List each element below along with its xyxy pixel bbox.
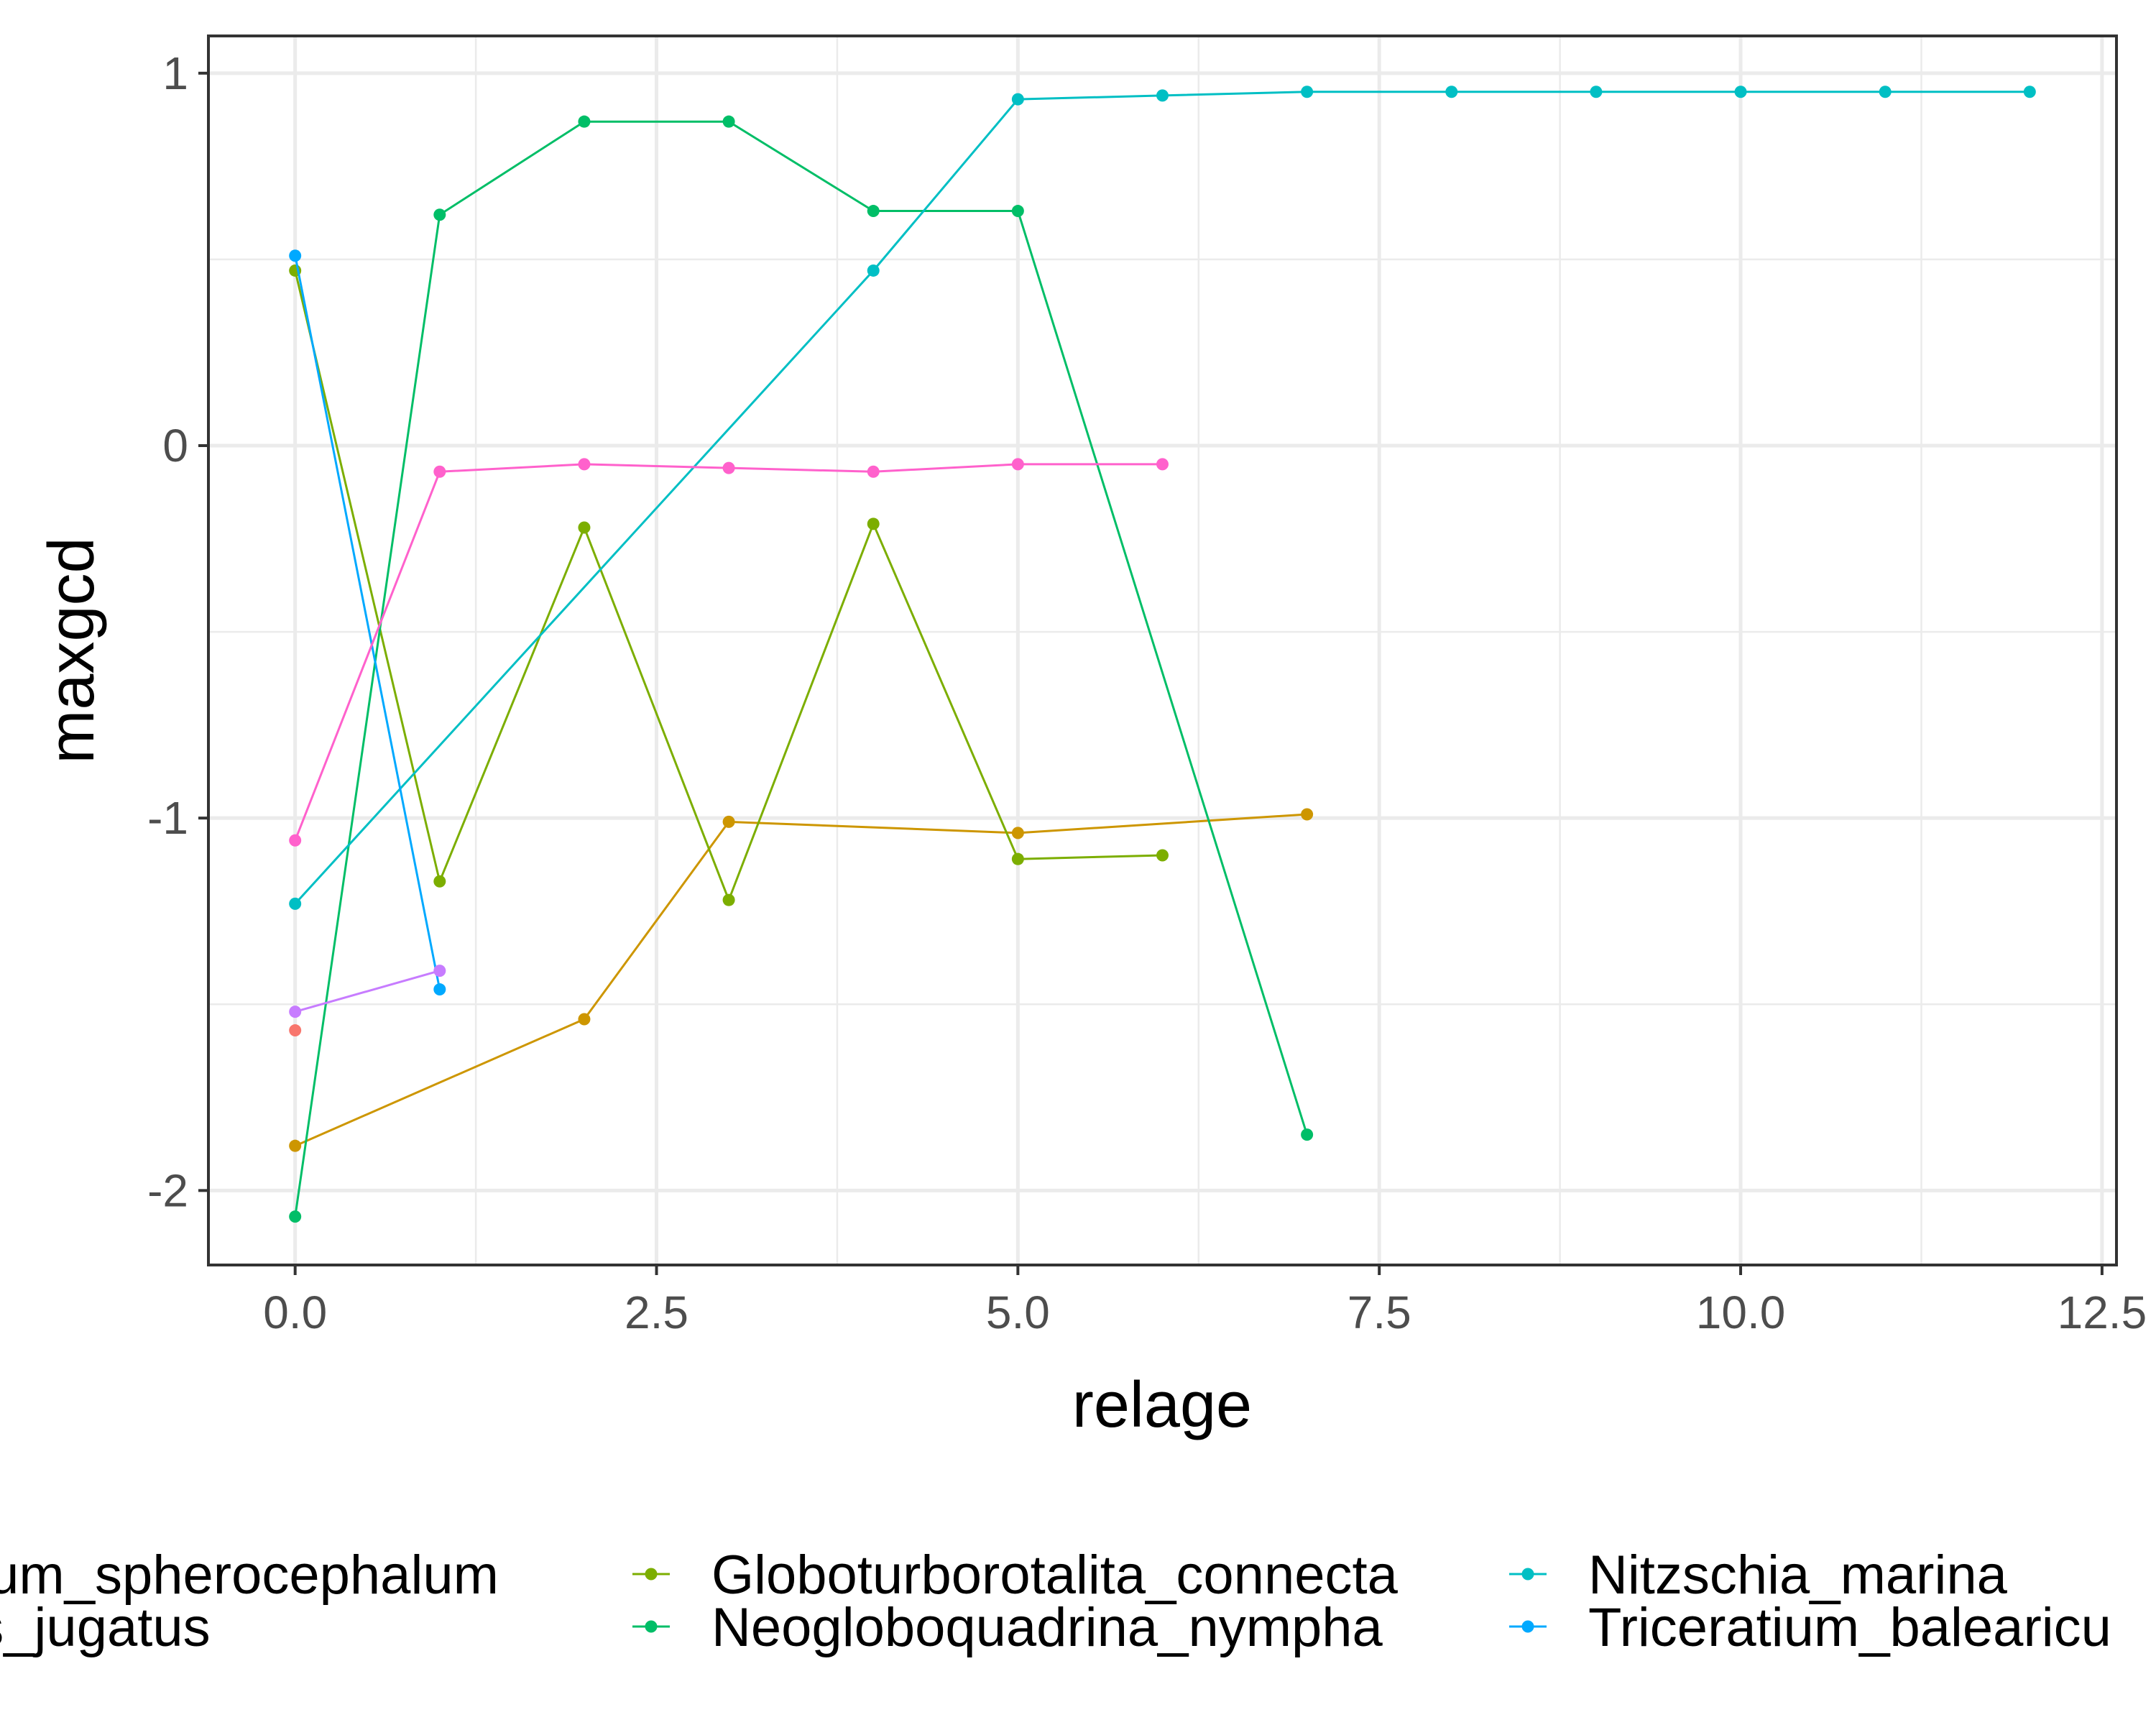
data-point — [433, 208, 446, 221]
series-1 — [289, 808, 1314, 1152]
data-point — [1734, 86, 1747, 98]
data-point — [1011, 852, 1024, 865]
data-point — [867, 465, 880, 478]
x-tick-label: 10.0 — [1696, 1287, 1786, 1338]
data-point — [289, 834, 302, 847]
series-0 — [289, 1024, 302, 1037]
legend-label: Neogloboquadrina_nympha — [711, 1597, 1383, 1658]
legend-label: Nitzschia_marina — [1588, 1545, 2008, 1606]
grid-lines — [208, 36, 2116, 1265]
series-7 — [289, 458, 1169, 847]
legend-label: Globoturborotalita_connecta — [711, 1545, 1399, 1606]
data-point — [1301, 86, 1314, 98]
data-point — [433, 465, 446, 478]
data-point — [1011, 93, 1024, 106]
series-3 — [289, 115, 1314, 1223]
y-axis-title: maxgcd — [36, 537, 108, 763]
legend-label: nium_spherocephalum — [0, 1545, 499, 1606]
data-point — [1590, 86, 1603, 98]
data-point — [1445, 86, 1458, 98]
series-line — [294, 91, 2030, 905]
legend-key-point — [645, 1620, 658, 1633]
legend-item: Nitzschia_marina — [1509, 1545, 2008, 1606]
legend: nium_spherocephalumus_jugatus Globoturbor… — [0, 1545, 2111, 1658]
legend-item: Globoturborotalita_connecta — [632, 1545, 1399, 1606]
y-tick-label: 1 — [162, 47, 188, 99]
data-point — [1156, 89, 1169, 102]
x-tick-label: 12.5 — [2058, 1287, 2147, 1338]
legend-key-point — [1521, 1620, 1534, 1633]
data-point — [867, 264, 880, 277]
data-point — [433, 965, 446, 978]
data-point — [289, 1006, 302, 1018]
data-point — [722, 115, 735, 128]
data-point — [1301, 1128, 1314, 1141]
data-point — [289, 1210, 302, 1223]
legend-item: us_jugatus — [0, 1597, 211, 1658]
data-point — [289, 897, 302, 910]
data-point — [578, 458, 591, 471]
x-tick-label: 2.5 — [625, 1287, 688, 1338]
data-point — [433, 875, 446, 888]
x-tick-label: 7.5 — [1348, 1287, 1411, 1338]
data-point — [578, 1013, 591, 1026]
x-tick-label: 5.0 — [986, 1287, 1050, 1338]
data-point — [1156, 458, 1169, 471]
data-point — [722, 461, 735, 474]
data-point — [578, 521, 591, 534]
legend-label: us_jugatus — [0, 1597, 211, 1658]
data-point — [289, 1024, 302, 1037]
y-tick-label: -1 — [147, 792, 188, 844]
data-point — [433, 983, 446, 996]
legend-item: Neogloboquadrina_nympha — [632, 1597, 1383, 1658]
series-line — [294, 255, 441, 990]
x-tick-label: 0.0 — [263, 1287, 327, 1338]
series-4 — [289, 86, 2036, 910]
data-point — [722, 815, 735, 828]
data-point — [867, 518, 880, 530]
data-point — [1301, 808, 1314, 821]
y-tick-label: -2 — [147, 1164, 188, 1216]
data-point — [1011, 205, 1024, 218]
data-point — [867, 205, 880, 218]
series-line — [295, 970, 441, 1013]
series-5 — [289, 249, 446, 996]
series-line — [294, 120, 1309, 1217]
series-2 — [289, 264, 1169, 906]
series-6 — [289, 965, 446, 1018]
data-point — [1011, 827, 1024, 840]
legend-label: Triceratium_balearicu — [1588, 1597, 2111, 1658]
data-point — [722, 893, 735, 906]
data-point — [1011, 458, 1024, 471]
legend-key-point — [1521, 1568, 1534, 1581]
data-point — [578, 115, 591, 128]
legend-item: Triceratium_balearicu — [1509, 1597, 2111, 1658]
series-line — [294, 463, 1163, 841]
data-point — [1879, 86, 1892, 98]
data-point — [1156, 849, 1169, 862]
data-point — [289, 249, 302, 262]
series-layer — [289, 86, 2036, 1223]
y-tick-label: 0 — [162, 420, 188, 472]
legend-item: nium_spherocephalum — [0, 1545, 499, 1606]
data-point — [289, 1139, 302, 1152]
legend-key-point — [645, 1568, 658, 1581]
axes: 0.0 2.5 5.0 7.5 10.0 12.5 -2 -1 0 1 — [147, 47, 2147, 1338]
series-line — [294, 270, 1163, 901]
data-point — [2023, 86, 2036, 98]
x-axis-title: relage — [1072, 1369, 1252, 1441]
plot-panel-border — [207, 34, 2118, 1266]
